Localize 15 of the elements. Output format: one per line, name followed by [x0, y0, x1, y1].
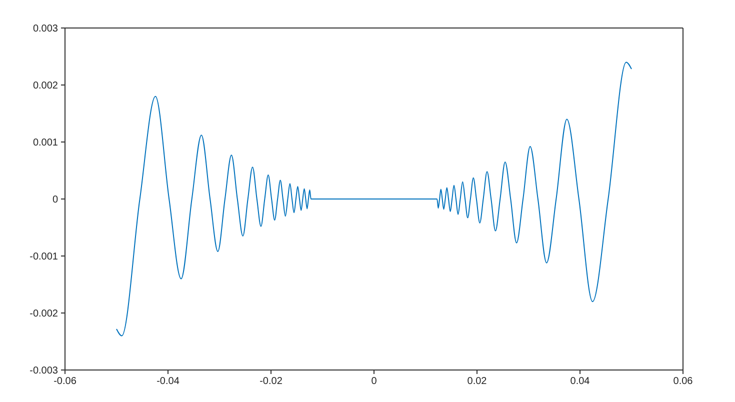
y-tick-label: -0.001: [30, 252, 58, 263]
line-series: [116, 62, 632, 336]
x-tick-label: -0.02: [260, 376, 283, 388]
x-tick-label: 0.06: [673, 376, 694, 388]
y-tick-label: 0.002: [32, 80, 58, 92]
x-tick-label: 0.04: [570, 376, 590, 388]
y-tick-label: 0: [52, 194, 58, 206]
y-tick-label: 0.003: [32, 24, 58, 35]
x-tick-label: 0.02: [467, 376, 488, 388]
x-tick-label: -0.06: [54, 376, 77, 388]
x-tick-label: -0.04: [156, 376, 180, 388]
y-tick-label: 0.001: [32, 138, 58, 149]
y-tick-label: -0.003: [30, 366, 58, 377]
x-tick-label: 0: [371, 376, 378, 388]
y-tick-label: -0.002: [30, 308, 58, 320]
